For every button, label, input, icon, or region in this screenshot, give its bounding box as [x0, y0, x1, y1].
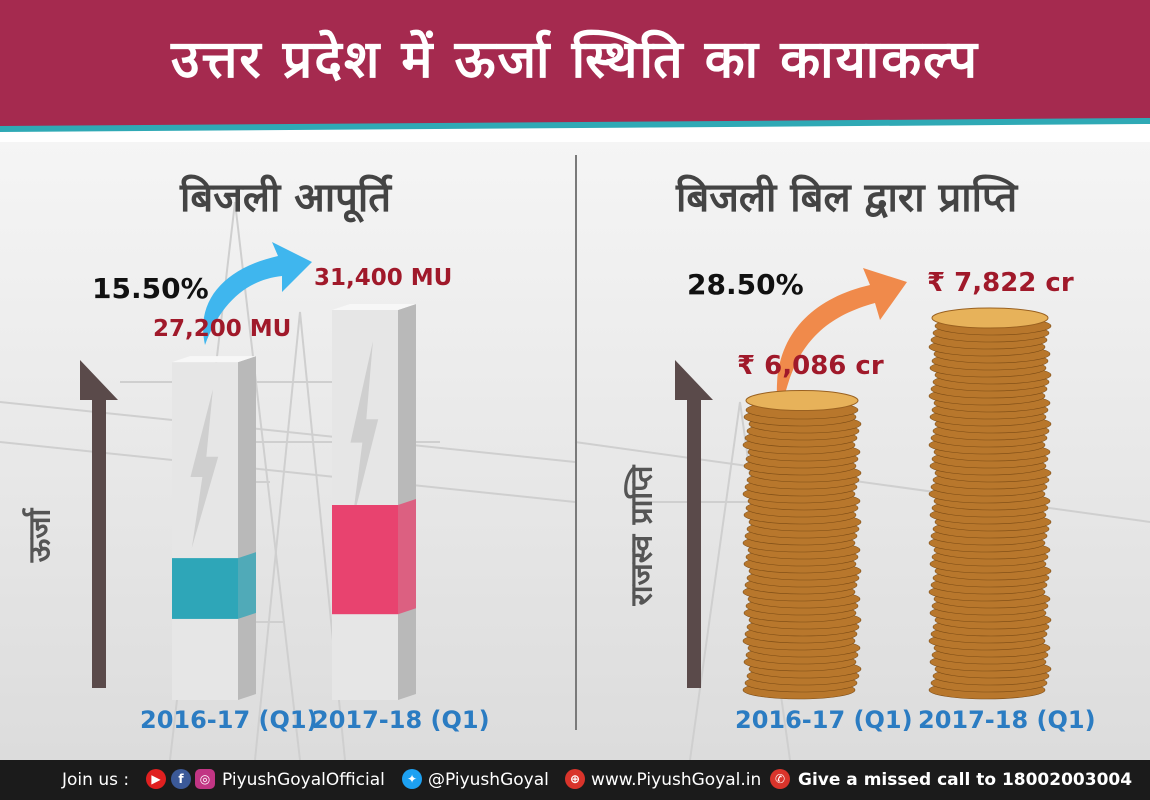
supply-bars	[172, 304, 416, 700]
revenue-growth-arrow	[776, 268, 907, 420]
globe-icon[interactable]: ⊕	[565, 769, 585, 789]
header-banner	[0, 0, 1150, 126]
join-us-label: Join us :	[62, 770, 130, 790]
supply-bar	[172, 356, 256, 700]
supply-axis-arrow	[80, 360, 118, 688]
missed-call-text: Give a missed call to 18002003004	[798, 770, 1133, 790]
supply-heading: बिजली आपूर्ति	[180, 175, 392, 221]
supply-chart	[80, 242, 416, 700]
revenue-axis-arrow	[675, 360, 713, 688]
page-title: उत्तर प्रदेश में ऊर्जा स्थिति का कायाकल्…	[170, 30, 980, 90]
supply-value-label: 31,400 MU	[314, 265, 453, 291]
revenue-value-label: ₹ 7,822 cr	[927, 268, 1074, 298]
website-link[interactable]: www.PiyushGoyal.in	[591, 770, 762, 790]
revenue-coin-stack	[928, 307, 1052, 700]
revenue-growth: 28.50%	[687, 268, 804, 301]
footer-bar: Join us : ▶ f ◎ PiyushGoyalOfficial ✦ @P…	[0, 760, 1150, 800]
facebook-icon[interactable]: f	[171, 769, 191, 789]
section-divider	[575, 155, 577, 730]
supply-value-label: 27,200 MU	[153, 316, 292, 343]
channel-link[interactable]: PiyushGoyalOfficial	[222, 770, 385, 790]
revenue-heading: बिजली बिल द्वारा प्राप्ति	[676, 175, 1018, 221]
instagram-icon[interactable]: ◎	[195, 769, 215, 789]
twitter-icon[interactable]: ✦	[402, 769, 422, 789]
supply-growth-arrow	[203, 242, 312, 345]
supply-category-label: 2017-18 (Q1)	[312, 706, 490, 734]
revenue-value-label: ₹ 6,086 cr	[737, 350, 884, 381]
revenue-stacks	[742, 307, 1052, 700]
supply-category-label: 2016-17 (Q1)	[140, 706, 318, 734]
youtube-icon[interactable]: ▶	[146, 769, 166, 789]
header-stripe	[0, 118, 1150, 142]
revenue-coin-stack	[742, 390, 862, 700]
revenue-category-label: 2017-18 (Q1)	[918, 706, 1096, 734]
twitter-link[interactable]: @PiyushGoyal	[428, 770, 549, 790]
revenue-chart	[675, 268, 1052, 700]
supply-growth: 15.50%	[92, 272, 209, 305]
supply-bar	[332, 304, 416, 700]
phone-icon[interactable]: ✆	[770, 769, 790, 789]
revenue-category-label: 2016-17 (Q1)	[735, 706, 913, 734]
